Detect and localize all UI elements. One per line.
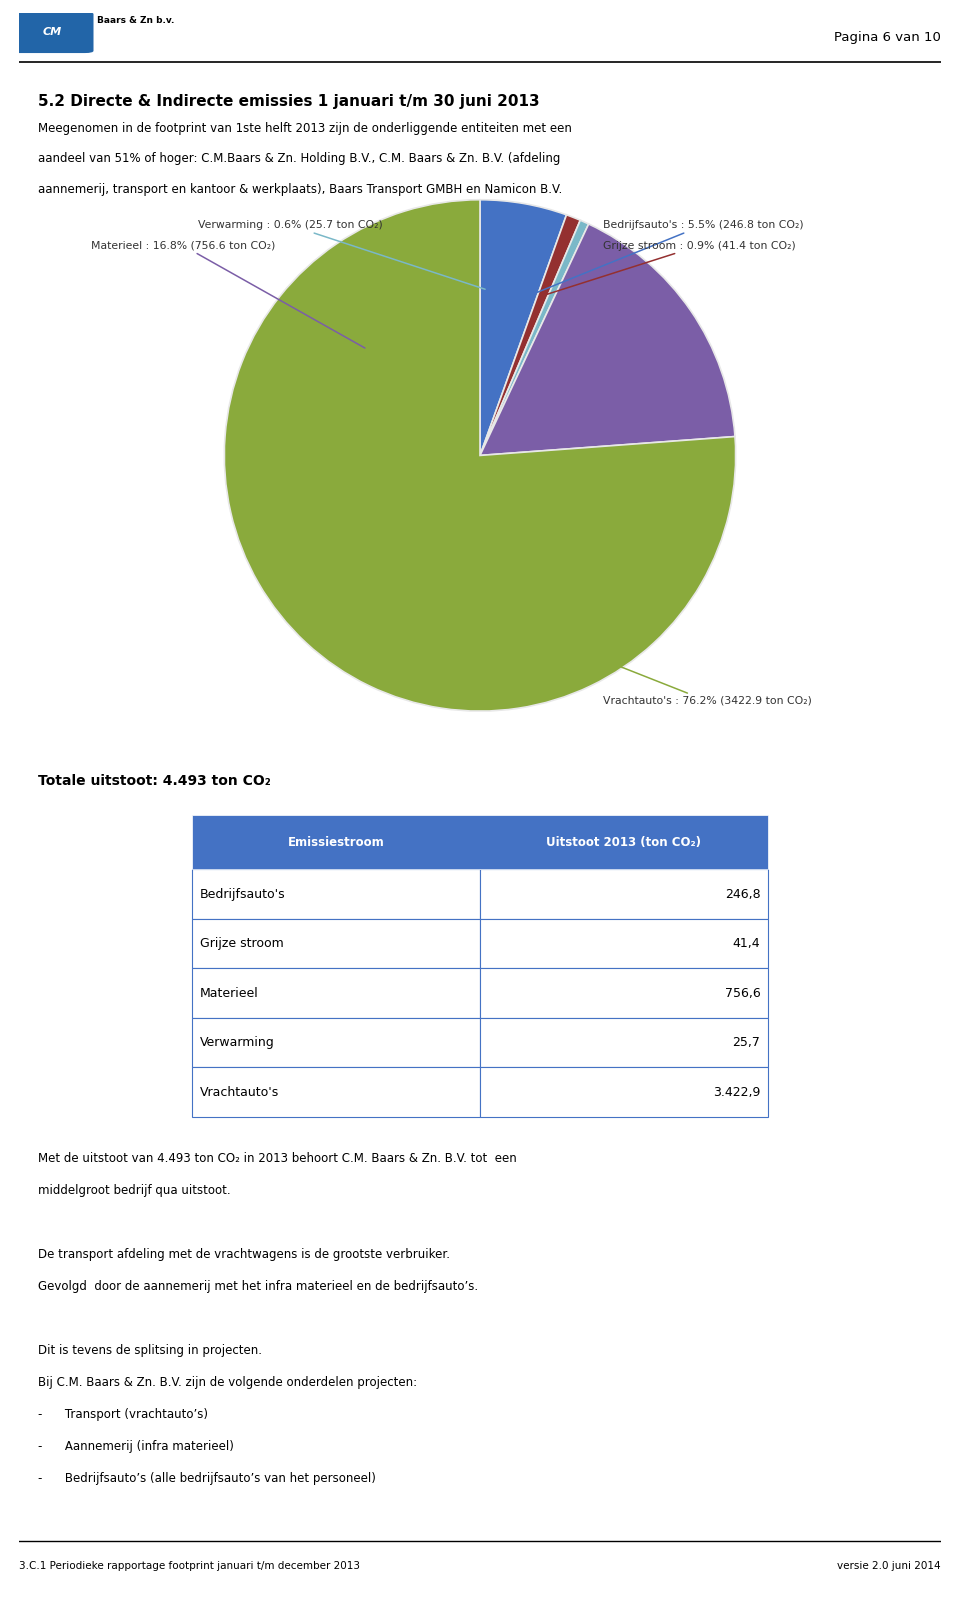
Text: Meegenomen in de footprint van 1ste helft 2013 zijn de onderliggende entiteiten : Meegenomen in de footprint van 1ste helf… (38, 121, 572, 134)
Text: Bedrijfsauto's : 5.5% (246.8 ton CO₂): Bedrijfsauto's : 5.5% (246.8 ton CO₂) (514, 221, 804, 302)
Text: 41,4: 41,4 (732, 936, 760, 951)
Text: aandeel van 51% of hoger: C.M.Baars & Zn. Holding B.V., C.M. Baars & Zn. B.V. (a: aandeel van 51% of hoger: C.M.Baars & Zn… (38, 152, 561, 166)
Text: De transport afdeling met de vrachtwagens is de grootste verbruiker.: De transport afdeling met de vrachtwagen… (38, 1248, 450, 1261)
FancyBboxPatch shape (11, 11, 93, 53)
Text: -      Aannemerij (infra materieel): - Aannemerij (infra materieel) (38, 1440, 234, 1453)
Text: middelgroot bedrijf qua uitstoot.: middelgroot bedrijf qua uitstoot. (38, 1184, 231, 1197)
Wedge shape (480, 200, 566, 455)
Bar (480, 1067, 768, 1117)
Bar (480, 1018, 768, 1067)
Bar (480, 968, 768, 1018)
Text: Uitstoot 2013 (ton CO₂): Uitstoot 2013 (ton CO₂) (546, 836, 702, 849)
Text: -      Bedrijfsauto’s (alle bedrijfsauto’s van het personeel): - Bedrijfsauto’s (alle bedrijfsauto’s va… (38, 1472, 376, 1485)
Text: Verwarming: Verwarming (200, 1036, 275, 1050)
Wedge shape (480, 214, 580, 455)
Text: aannemerij, transport en kantoor & werkplaats), Baars Transport GMBH en Namicon : aannemerij, transport en kantoor & werkp… (38, 184, 563, 197)
Text: -      Transport (vrachtauto’s): - Transport (vrachtauto’s) (38, 1408, 208, 1421)
Bar (192, 919, 480, 968)
Text: 756,6: 756,6 (725, 986, 760, 1000)
Text: Materieel: Materieel (200, 986, 258, 1000)
Text: Vrachtauto's : 76.2% (3422.9 ton CO₂): Vrachtauto's : 76.2% (3422.9 ton CO₂) (552, 639, 811, 706)
Text: 246,8: 246,8 (725, 887, 760, 901)
Text: 5.2 Directe & Indirecte emissies 1 januari t/m 30 juni 2013: 5.2 Directe & Indirecte emissies 1 janua… (38, 94, 540, 109)
Bar (192, 1067, 480, 1117)
Wedge shape (480, 221, 588, 455)
Text: Grijze stroom : 0.9% (41.4 ton CO₂): Grijze stroom : 0.9% (41.4 ton CO₂) (539, 241, 796, 297)
Text: 25,7: 25,7 (732, 1036, 760, 1050)
Wedge shape (480, 224, 735, 455)
Text: Verwarming : 0.6% (25.7 ton CO₂): Verwarming : 0.6% (25.7 ton CO₂) (198, 221, 485, 289)
Text: Dit is tevens de splitsing in projecten.: Dit is tevens de splitsing in projecten. (38, 1344, 262, 1357)
Text: Materieel : 16.8% (756.6 ton CO₂): Materieel : 16.8% (756.6 ton CO₂) (91, 241, 365, 348)
Text: Gevolgd  door de aannemerij met het infra materieel en de bedrijfsauto’s.: Gevolgd door de aannemerij met het infra… (38, 1280, 478, 1293)
Text: Emissiestroom: Emissiestroom (288, 836, 384, 849)
Text: Totale uitstoot: 4.493 ton CO₂: Totale uitstoot: 4.493 ton CO₂ (38, 775, 271, 788)
Text: Pagina 6 van 10: Pagina 6 van 10 (834, 30, 941, 45)
Text: Met de uitstoot van 4.493 ton CO₂ in 2013 behoort C.M. Baars & Zn. B.V. tot  een: Met de uitstoot van 4.493 ton CO₂ in 201… (38, 1152, 517, 1165)
Text: Bedrijfsauto's: Bedrijfsauto's (200, 887, 285, 901)
Text: 3.C.1 Periodieke rapportage footprint januari t/m december 2013: 3.C.1 Periodieke rapportage footprint ja… (19, 1561, 360, 1571)
Text: CM: CM (42, 27, 61, 37)
Bar (192, 1018, 480, 1067)
Wedge shape (225, 200, 735, 711)
Text: Bij C.M. Baars & Zn. B.V. zijn de volgende onderdelen projecten:: Bij C.M. Baars & Zn. B.V. zijn de volgen… (38, 1376, 418, 1389)
Text: Baars & Zn b.v.: Baars & Zn b.v. (97, 16, 175, 26)
Text: Vrachtauto's: Vrachtauto's (200, 1085, 279, 1099)
Bar (192, 968, 480, 1018)
Text: 3.422,9: 3.422,9 (713, 1085, 760, 1099)
Text: versie 2.0 juni 2014: versie 2.0 juni 2014 (837, 1561, 941, 1571)
Bar (480, 919, 768, 968)
Bar (192, 815, 768, 869)
Text: Grijze stroom: Grijze stroom (200, 936, 283, 951)
Bar (480, 869, 768, 919)
Bar (192, 869, 480, 919)
